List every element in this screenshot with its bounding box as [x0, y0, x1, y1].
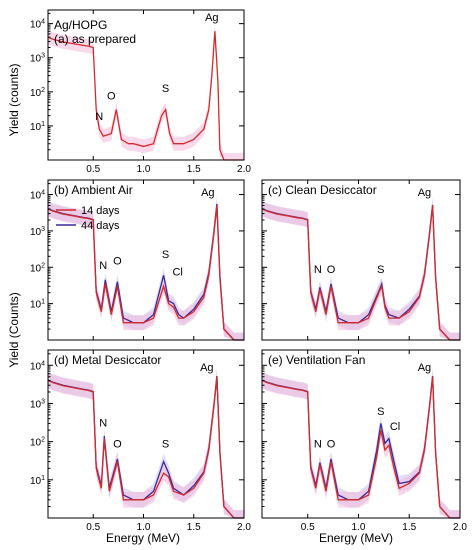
- peak-label-o: O: [113, 255, 122, 267]
- series-line-14-days: [47, 205, 244, 341]
- x-axis-label-left: Energy (MeV): [106, 531, 180, 545]
- peak-label-s: S: [162, 439, 169, 451]
- peak-label-n: N: [95, 111, 103, 123]
- peak-label-o: O: [113, 439, 122, 451]
- x-tick-label: 0.5: [86, 164, 100, 175]
- peak-label-o: O: [327, 264, 336, 276]
- y-tick-label: 104: [30, 19, 45, 31]
- x-tick-label: 0.5: [86, 522, 100, 533]
- panel-title: (e) Ventilation Fan: [268, 353, 365, 367]
- y-tick-label: 104: [30, 360, 45, 372]
- band-14-days: [262, 198, 460, 340]
- y-tick-label: 104: [30, 190, 45, 202]
- peak-label-ag: Ag: [418, 362, 431, 374]
- peak-label-n: N: [99, 417, 107, 429]
- series-line-14-days: [261, 376, 460, 519]
- series-line-14-days: [261, 205, 460, 341]
- panel-b: 101 102 103 104 (b) Ambient Air N O SCl Ag 14 day…: [30, 179, 245, 341]
- y-tick-label: 103: [30, 226, 45, 238]
- peak-label-s: S: [377, 264, 384, 276]
- peak-label-n: N: [314, 439, 322, 451]
- peak-label-s: S: [162, 83, 169, 95]
- x-tick-label: 0.5: [301, 522, 315, 533]
- y-axis-label-bottom: Yield (Counts): [7, 292, 21, 368]
- y-tick-label: 102: [30, 262, 45, 274]
- x-tick-label: 1.5: [187, 164, 201, 175]
- y-tick-label: 101: [30, 121, 45, 133]
- panel-title: (a) as prepared: [54, 32, 136, 46]
- panel-d: 0.5 1.0 1.5 2.0 101 102 103 104 (d) Metal Desicc…: [30, 349, 251, 533]
- legend-label: 14 days: [81, 205, 120, 217]
- y-tick-label: 102: [30, 437, 45, 449]
- y-tick-label: 103: [30, 53, 45, 65]
- panel-title: (c) Clean Desiccator: [268, 183, 377, 197]
- peak-label-ag: Ag: [201, 187, 214, 199]
- band-14-days: [48, 198, 244, 340]
- plot-frame: [47, 349, 245, 519]
- x-tick-label: 1.0: [137, 164, 151, 175]
- y-tick-label: 101: [30, 299, 45, 311]
- plot-frame: [261, 349, 461, 519]
- band-14-days: [48, 369, 244, 518]
- sample-label: Ag/HOPG: [54, 18, 107, 32]
- series-line-14-days: [47, 376, 244, 519]
- x-tick-label: 1.0: [137, 522, 151, 533]
- peak-label-s: S: [377, 406, 384, 418]
- y-tick-label: 102: [30, 87, 45, 99]
- x-tick-label: 1.5: [187, 522, 201, 533]
- y-tick-label: 101: [30, 475, 45, 487]
- plot-frame: [47, 179, 245, 341]
- plot-frame: [47, 9, 245, 161]
- peak-label-cl: Cl: [390, 421, 400, 433]
- peak-label-o: O: [327, 439, 336, 451]
- series-line-as-prepared: [47, 31, 244, 161]
- peak-label-ag: Ag: [200, 362, 213, 374]
- y-tick-label: 103: [30, 398, 45, 410]
- peak-label-cl: Cl: [172, 266, 182, 278]
- peak-label-n: N: [314, 264, 322, 276]
- peak-label-ag: Ag: [418, 187, 431, 199]
- y-axis-label-top: Yield (counts): [7, 64, 21, 137]
- x-tick-label: 2.0: [237, 164, 251, 175]
- x-tick-label: 2.0: [237, 522, 251, 533]
- panel-title: (b) Ambient Air: [54, 183, 133, 197]
- peak-label-s: S: [162, 249, 169, 261]
- panel-title: (d) Metal Desiccator: [54, 353, 161, 367]
- panel-c: (c) Clean Desiccator N O S Ag: [261, 179, 461, 341]
- peak-label-n: N: [99, 260, 107, 272]
- band-as-prepared: [48, 24, 244, 161]
- legend-label: 44 days: [81, 220, 120, 232]
- x-tick-label: 1.5: [402, 522, 416, 533]
- peak-label-ag: Ag: [205, 12, 218, 24]
- x-tick-label: 1.0: [352, 522, 366, 533]
- x-axis-label-right: Energy (MeV): [319, 531, 393, 545]
- panel-e: 0.5 1.0 1.5 2.0 (e) Ventilation Fan N O S Cl Ag: [261, 349, 467, 533]
- panel-a: 0.5 1.0 1.5 2.0 101 102 103 104 (a) as prepared N…: [30, 9, 251, 175]
- x-tick-label: 2.0: [453, 522, 467, 533]
- peak-label-o: O: [107, 90, 116, 102]
- plot-frame: [261, 179, 461, 341]
